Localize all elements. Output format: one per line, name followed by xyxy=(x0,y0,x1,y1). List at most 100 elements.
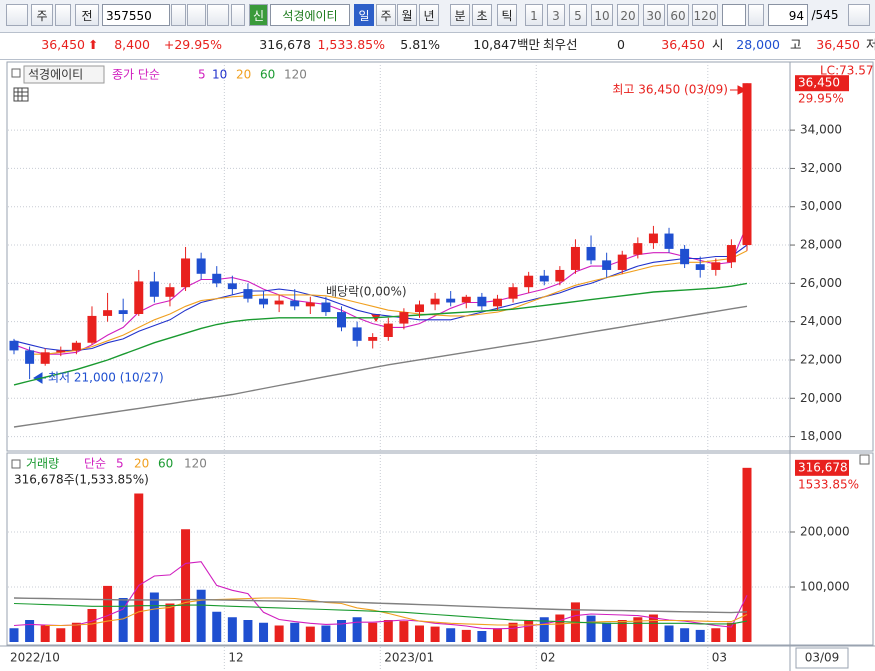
x-tick-label: 02 xyxy=(540,651,555,665)
ma-line xyxy=(29,250,748,355)
interval-button[interactable]: 30 xyxy=(643,4,665,26)
period-button[interactable]: 주 xyxy=(376,4,396,26)
volume-bar xyxy=(399,621,409,642)
ma-line xyxy=(13,305,748,428)
dropdown[interactable] xyxy=(171,4,186,26)
code-input[interactable]: 357550 xyxy=(102,4,170,26)
volume-bar xyxy=(508,622,518,642)
period-button[interactable]: 일 xyxy=(354,4,374,26)
candle-body xyxy=(321,302,331,313)
candle-body xyxy=(461,296,471,303)
market[interactable]: 주 xyxy=(31,4,53,26)
period-button[interactable]: 월 xyxy=(397,4,417,26)
info-change-rate: +29.95% xyxy=(163,37,222,52)
period-button[interactable]: 초 xyxy=(472,4,492,26)
volume-bar xyxy=(602,622,612,642)
interval-button[interactable]: 20 xyxy=(617,4,639,26)
period-button[interactable]: 년 xyxy=(419,4,439,26)
new-badge[interactable]: 신 xyxy=(249,4,268,26)
info-label: 고 xyxy=(790,37,802,52)
volume-bar xyxy=(305,626,315,642)
count-input[interactable]: 94 xyxy=(768,4,808,26)
interval-button[interactable]: 3 xyxy=(547,4,565,26)
legend-entry: 20 xyxy=(236,68,251,82)
count-total: /545 xyxy=(811,8,839,22)
legend-entry: 5 xyxy=(116,457,124,471)
y-tick-label: 20,000 xyxy=(800,391,842,405)
interval-button[interactable]: 10 xyxy=(591,4,613,26)
volume-bar xyxy=(586,615,596,642)
grid-icon xyxy=(13,87,29,102)
info-high: 36,450 xyxy=(816,37,860,52)
grid-icon-lines xyxy=(14,88,28,101)
mode[interactable]: 전 xyxy=(75,4,99,26)
candle-body xyxy=(165,287,175,297)
info-open: 28,000 xyxy=(736,37,780,52)
y-tick-label: 200,000 xyxy=(800,525,850,539)
volume-bar xyxy=(56,628,66,642)
x-tick-label: 12 xyxy=(228,651,243,665)
dropdown[interactable] xyxy=(55,4,71,26)
high-arrow xyxy=(730,85,748,95)
info-label: 시 xyxy=(712,37,724,52)
interval-button[interactable]: 120 xyxy=(692,4,718,26)
settings[interactable] xyxy=(848,4,870,26)
candle-body xyxy=(446,298,456,303)
menu-icon[interactable] xyxy=(6,4,28,26)
volume-bar xyxy=(492,628,502,642)
legend-entry: 60 xyxy=(260,68,275,82)
volume-bar xyxy=(149,592,159,642)
volume-bar xyxy=(539,617,549,642)
volume-bar xyxy=(711,628,721,642)
x-tick-label: 03 xyxy=(712,651,727,665)
period-button[interactable]: 틱 xyxy=(497,4,517,26)
candle-body xyxy=(337,312,347,328)
interval-button[interactable]: 60 xyxy=(667,4,689,26)
interval-button[interactable]: 1 xyxy=(525,4,543,26)
candle-body xyxy=(726,245,736,263)
candle-body xyxy=(103,310,113,316)
candle-body xyxy=(305,302,315,307)
volume-bar xyxy=(40,625,50,642)
volume-bar xyxy=(290,622,300,642)
candle-body xyxy=(648,233,658,244)
interval-button[interactable]: 5 xyxy=(569,4,587,26)
ma-line xyxy=(13,597,748,614)
candle-body xyxy=(633,243,643,255)
legend-entry: 120 xyxy=(184,457,207,471)
blank-input[interactable] xyxy=(722,4,746,26)
volume-bar xyxy=(118,598,128,642)
candle-body xyxy=(9,340,19,351)
volume-legend: 거래량 xyxy=(26,457,59,471)
info-change: 8,400 xyxy=(114,37,150,52)
search[interactable] xyxy=(187,4,206,26)
volume-bar xyxy=(368,622,378,642)
dividend-annotation: 배당락(0,00%) xyxy=(326,285,407,299)
toolbar: 주 전 357550 신 석경에이티 일 주 월 년 분 초 틱 1 3 5 10 20 30 60 120 94/54… xyxy=(0,0,875,33)
candle-body xyxy=(383,323,393,337)
candle-body xyxy=(181,258,191,288)
volume-ma-label: 단순 xyxy=(84,457,106,471)
x-cursor-label: 03/09 xyxy=(805,651,840,665)
volume-bar xyxy=(25,620,35,642)
volume-bar xyxy=(633,617,643,642)
ma-line xyxy=(45,597,748,627)
dropdown[interactable] xyxy=(231,4,245,26)
volume-bar xyxy=(165,603,175,642)
y-tick-label: 32,000 xyxy=(800,161,842,175)
dropdown[interactable] xyxy=(748,4,764,26)
y-tick-label: 28,000 xyxy=(800,238,842,252)
y-tick-label: 100,000 xyxy=(800,580,850,594)
period-button[interactable]: 분 xyxy=(450,4,470,26)
volume-bar xyxy=(695,629,705,642)
candle-body xyxy=(87,315,97,343)
sound[interactable] xyxy=(207,4,229,26)
stock-name[interactable]: 석경에이티 xyxy=(270,4,350,26)
volume-bar xyxy=(461,629,471,642)
panel-icon xyxy=(11,68,21,78)
ma-line xyxy=(13,561,748,630)
volume-bar xyxy=(103,585,113,642)
ma-line xyxy=(13,282,748,386)
legend-entry: 10 xyxy=(212,68,227,82)
volume-bar xyxy=(181,529,191,642)
